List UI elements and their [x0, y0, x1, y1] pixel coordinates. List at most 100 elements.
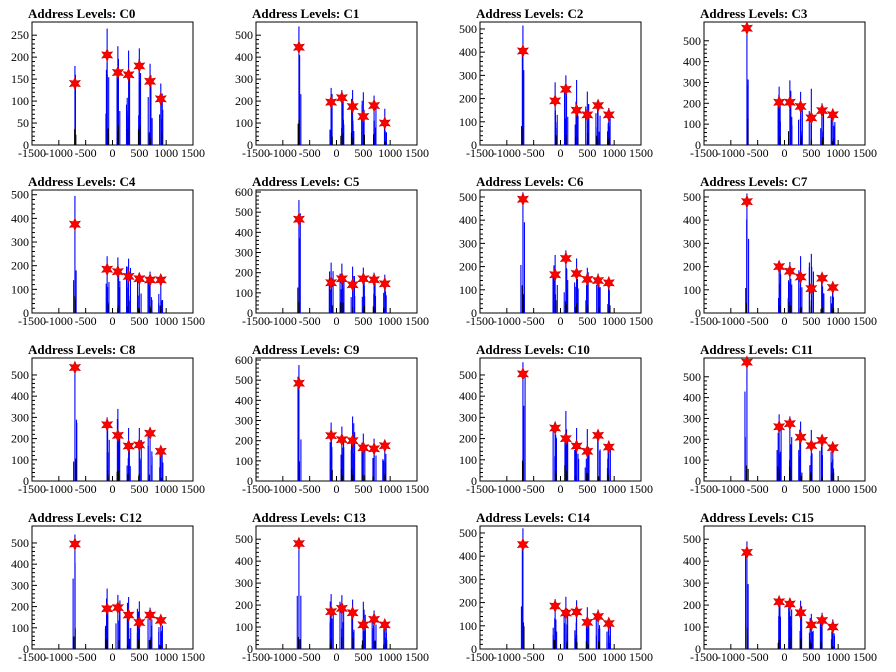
y-tick-label: 300 [235, 414, 253, 428]
peak-marker [826, 620, 839, 635]
chart-panel: Address Levels: C1 0 100 200 300 400 500 -1500-… [224, 0, 448, 168]
peak-marker [773, 259, 786, 274]
y-tick-label: 100 [11, 282, 29, 296]
chart-svg: Address Levels: C80100200300400500-1500-… [11, 342, 205, 496]
x-tick-label: 500 [130, 146, 148, 160]
peak-marker [101, 417, 114, 432]
x-tick-label: 500 [354, 146, 372, 160]
y-tick-label: 200 [11, 50, 29, 64]
peak-marker [773, 419, 786, 434]
y-tick-label: 400 [683, 391, 701, 405]
y-tick-label: 300 [11, 410, 29, 424]
peak-marker [773, 594, 786, 609]
x-tick-label: 500 [802, 314, 820, 328]
plot-frame [703, 357, 866, 482]
y-tick-label: 100 [683, 117, 701, 131]
y-tick-label: 500 [235, 205, 253, 219]
x-tick-label: 1000 [154, 482, 178, 496]
peak-marker [592, 428, 605, 443]
y-tick-label: 100 [459, 453, 477, 467]
chart-panel: Address Levels: C5 0 100 200 300 400 500 600 -15… [224, 168, 448, 336]
peak-marker [325, 275, 338, 290]
y-tick-label: 250 [11, 28, 29, 42]
y-tick-label: 600 [235, 353, 253, 367]
y-tick-label: 400 [235, 50, 253, 64]
chart-title: Address Levels: C14 [476, 510, 590, 525]
histogram-cluster [521, 362, 526, 481]
x-tick-label: 0 [334, 146, 340, 160]
peak-marker [740, 545, 753, 560]
peak-marker [346, 99, 359, 114]
peak-marker [357, 109, 370, 124]
chart-title: Address Levels: C10 [476, 342, 590, 357]
peak-marker [805, 281, 818, 296]
peak-marker [740, 21, 753, 36]
peak-marker [581, 272, 594, 287]
y-tick-label: 300 [683, 411, 701, 425]
plot-frame [703, 189, 866, 314]
x-tick-label: 1000 [378, 650, 402, 664]
x-tick-label: 1500 [405, 482, 429, 496]
x-tick-label: -1500 [466, 146, 494, 160]
x-tick-label: 500 [130, 482, 148, 496]
histogram-cluster [820, 274, 825, 313]
y-tick-label: 100 [11, 621, 29, 635]
chart-svg: Address Levels: C0 0 50 100 150 200 250 -1500-1… [11, 6, 205, 160]
histogram-cluster [104, 588, 109, 649]
peak-marker [602, 440, 615, 455]
peak-marker [516, 44, 529, 58]
histogram-cluster [340, 426, 345, 481]
peak-marker [111, 264, 124, 279]
x-tick-label: 1000 [826, 482, 850, 496]
x-tick-label: -500 [747, 482, 769, 496]
peak-marker [133, 58, 146, 73]
y-tick-label: 600 [235, 185, 253, 199]
peak-marker [292, 536, 305, 551]
x-tick-label: 1000 [154, 146, 178, 160]
x-tick-label: -1000 [269, 146, 297, 160]
y-tick-label: 100 [235, 454, 253, 468]
peak-marker [68, 217, 81, 232]
x-tick-label: 0 [782, 482, 788, 496]
x-tick-label: -1000 [269, 650, 297, 664]
y-tick-label: 300 [683, 576, 701, 590]
chart-panel: Address Levels: C6 0 100 200 300 400 500 -1500-… [448, 168, 672, 336]
x-tick-label: 1500 [405, 314, 429, 328]
plot-frame [703, 21, 866, 146]
y-tick-label: 200 [235, 94, 253, 108]
y-tick-label: 200 [11, 600, 29, 614]
y-tick-label: 400 [235, 393, 253, 407]
y-tick-label: 0 [247, 474, 253, 488]
peak-marker [773, 95, 786, 110]
chart-panel: Address Levels: C11 0 100 200 300 400 500 -1500… [672, 336, 896, 504]
x-tick-label: -1500 [466, 314, 494, 328]
y-tick-label: 300 [459, 572, 477, 586]
peak-marker [154, 91, 167, 106]
peak-marker [335, 90, 348, 105]
x-tick-label: -500 [75, 314, 97, 328]
x-tick-label: 1500 [181, 482, 205, 496]
x-tick-label: 1500 [853, 650, 877, 664]
peak-marker [154, 444, 167, 459]
peak-marker [346, 605, 359, 620]
histogram-cluster [125, 50, 131, 145]
chart-panel: Address Levels: C13 0 100 200 300 400 500 -1500… [224, 504, 448, 672]
histogram-cluster [776, 414, 782, 481]
histogram-cluster [521, 25, 525, 145]
peak-marker [783, 596, 796, 611]
y-tick-label: 0 [23, 474, 29, 488]
plot-frame [31, 357, 194, 482]
peak-marker [805, 438, 818, 453]
plot-frame [31, 189, 194, 314]
x-tick-label: 1000 [602, 482, 626, 496]
x-tick-label: -1500 [690, 146, 718, 160]
histogram-cluster [73, 195, 77, 313]
peak-marker [602, 275, 615, 290]
x-tick-label: 1000 [826, 314, 850, 328]
y-tick-label: 300 [683, 236, 701, 250]
y-tick-label: 0 [247, 138, 253, 152]
histogram-cluster [564, 411, 569, 481]
x-tick-label: 500 [578, 482, 596, 496]
histogram-cluster [74, 65, 77, 145]
y-tick-label: 400 [459, 45, 477, 59]
